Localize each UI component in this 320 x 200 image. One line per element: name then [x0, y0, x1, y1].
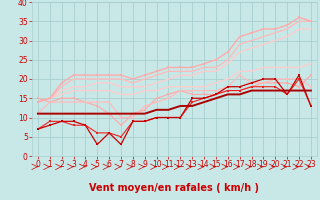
X-axis label: Vent moyen/en rafales ( km/h ): Vent moyen/en rafales ( km/h )	[89, 183, 260, 193]
